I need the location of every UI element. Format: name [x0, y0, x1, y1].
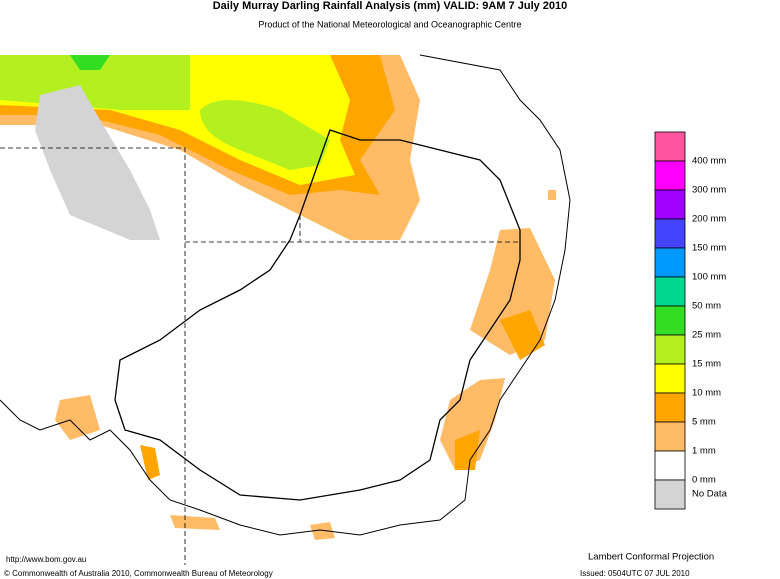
legend-label: 1 mm [692, 446, 716, 457]
legend-swatch [654, 247, 686, 278]
legend-label: 10 mm [692, 388, 721, 399]
legend-swatch [654, 160, 686, 191]
legend-swatch [654, 334, 686, 365]
copyright: © Commonwealth of Australia 2010, Common… [4, 569, 273, 578]
legend-label: 50 mm [692, 301, 721, 312]
projection: Lambert Conformal Projection [588, 552, 714, 563]
legend-swatch [654, 450, 686, 481]
legend-label: 15 mm [692, 359, 721, 370]
legend-label: 300 mm [692, 185, 726, 196]
legend-label: 400 mm [692, 156, 726, 167]
legend-swatch [654, 421, 686, 452]
subtitle: Product of the National Meteorological a… [258, 19, 521, 29]
legend-label: 100 mm [692, 272, 726, 283]
source-url: http://www.bom.gov.au [6, 555, 86, 564]
title: Daily Murray Darling Rainfall Analysis (… [213, 0, 568, 12]
legend-label: 5 mm [692, 417, 716, 428]
legend-swatch [654, 218, 686, 249]
map [0, 54, 745, 565]
legend-label: 200 mm [692, 214, 726, 225]
legend-label: 150 mm [692, 243, 726, 254]
legend-label: 25 mm [692, 330, 721, 341]
legend-label: No Data [692, 489, 728, 500]
legend-swatch [654, 363, 686, 394]
legend-swatch [654, 131, 686, 162]
legend: 400 mm 300 mm 200 mm 150 mm 100 mm 50 mm 25 mm… [654, 131, 728, 510]
legend-swatch [654, 276, 686, 307]
issued: Issued: 0504UTC 07 JUL 2010 [580, 569, 690, 578]
legend-label: 0 mm [692, 475, 716, 486]
legend-swatch [654, 479, 686, 510]
legend-swatch [654, 305, 686, 336]
legend-swatch [654, 189, 686, 220]
legend-swatch [654, 392, 686, 423]
